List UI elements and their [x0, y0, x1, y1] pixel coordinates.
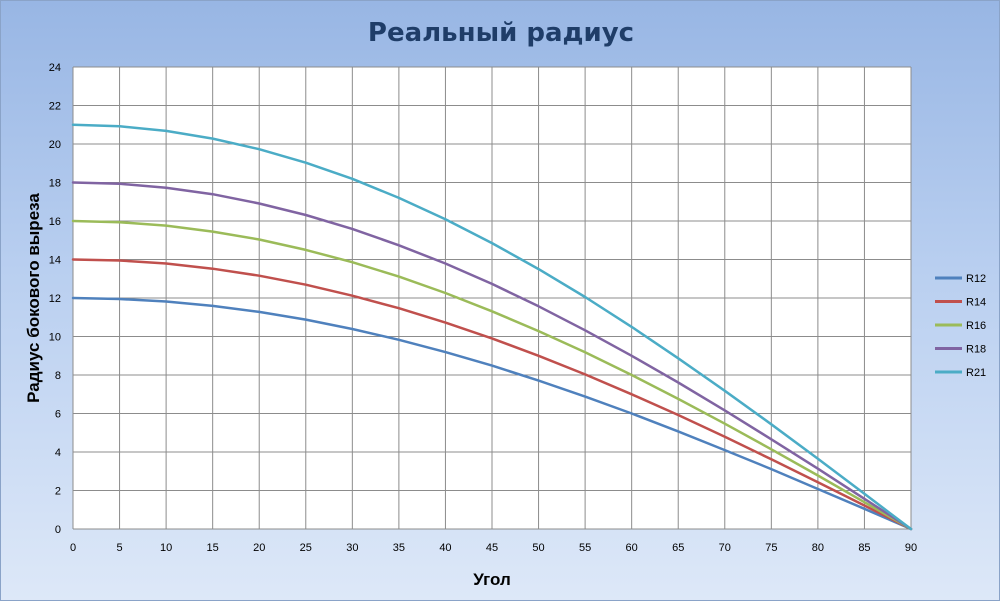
x-tick-label: 50 [532, 542, 544, 554]
y-tick-label: 12 [49, 293, 61, 305]
chart-title: Реальный радиус [368, 18, 634, 48]
x-tick-label: 35 [393, 542, 405, 554]
x-tick-label: 20 [253, 542, 265, 554]
x-tick-label: 85 [858, 542, 870, 554]
x-tick-label: 15 [207, 542, 219, 554]
x-tick-label: 75 [765, 542, 777, 554]
x-tick-label: 30 [346, 542, 358, 554]
y-tick-label: 16 [49, 216, 61, 228]
x-tick-label: 60 [626, 542, 638, 554]
x-tick-label: 70 [719, 542, 731, 554]
y-tick-label: 10 [49, 332, 61, 344]
y-tick-label: 4 [55, 447, 61, 459]
legend: R12 R14 R16 R18 R21 [935, 273, 986, 379]
y-axis-title: Радиус бокового выреза [24, 193, 43, 403]
y-tick-label: 6 [55, 409, 61, 421]
legend-label: R21 [966, 367, 986, 379]
y-tick-label: 0 [55, 524, 61, 536]
x-tick-label: 65 [672, 542, 684, 554]
x-tick-label: 40 [439, 542, 451, 554]
x-tick-label: 80 [812, 542, 824, 554]
y-tick-label: 22 [49, 101, 61, 113]
legend-label: R14 [966, 297, 986, 309]
x-axis-title: Угол [473, 570, 511, 589]
y-tick-label: 14 [49, 255, 61, 267]
legend-label: R16 [966, 320, 986, 332]
series-line-r12 [71, 296, 913, 531]
y-tick-label: 20 [49, 139, 61, 151]
series-line-r14 [71, 258, 913, 531]
series-line-r18 [71, 181, 913, 531]
x-tick-label: 45 [486, 542, 498, 554]
y-tick-label: 18 [49, 178, 61, 190]
y-tick-label: 8 [55, 370, 61, 382]
series-line-r16 [71, 219, 913, 531]
legend-label: R18 [966, 344, 986, 356]
x-tick-labels: 0 5 10 15 20 25 30 35 40 45 50 55 60 65 70 75 80 85 90 [70, 542, 917, 554]
x-tick-label: 90 [905, 542, 917, 554]
series-line-r21 [71, 123, 913, 531]
x-tick-label: 10 [160, 542, 172, 554]
legend-label: R12 [966, 273, 986, 285]
gridlines [72, 66, 912, 530]
series-lines [71, 123, 913, 531]
y-tick-label: 2 [55, 486, 61, 498]
x-tick-label: 5 [116, 542, 122, 554]
x-tick-label: 0 [70, 542, 76, 554]
x-tick-label: 55 [579, 542, 591, 554]
x-tick-label: 25 [300, 542, 312, 554]
y-tick-label: 24 [49, 62, 61, 74]
